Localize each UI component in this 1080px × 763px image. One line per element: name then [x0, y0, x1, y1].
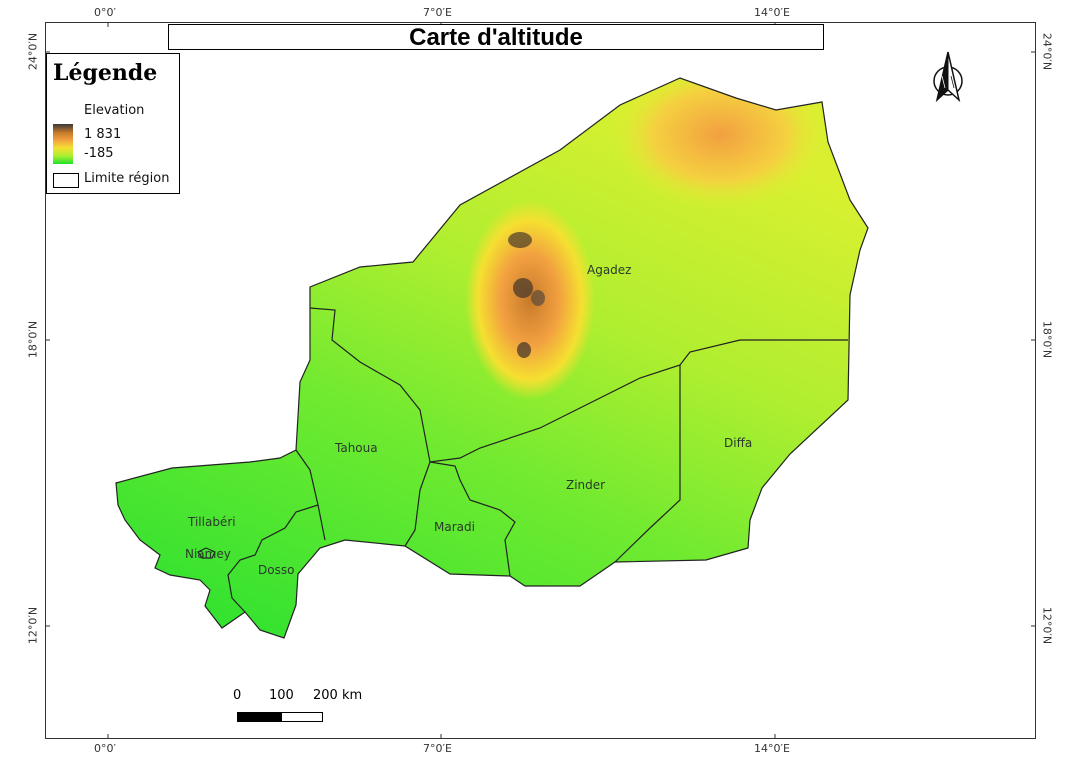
map-title: Carte d'altitude — [409, 24, 583, 51]
right-tick-2: 12°0′N — [1040, 606, 1054, 645]
right-tick-1: 18°0′N — [1040, 320, 1054, 359]
region-label-niamey: Niamey — [185, 547, 231, 561]
region-label-maradi: Maradi — [434, 520, 475, 534]
legend-color-ramp — [53, 124, 73, 164]
legend-max-value: 1 831 — [84, 127, 122, 142]
region-label-agadez: Agadez — [587, 263, 631, 277]
top-tick-1: 7°0′E — [423, 6, 452, 19]
scale-label-0: 0 — [233, 688, 242, 703]
left-tick-0: 24°0′N — [26, 32, 40, 71]
scale-label-200: 200 km — [313, 688, 363, 703]
bottom-tick-0: 0°0′ — [94, 742, 116, 755]
region-label-tahoua: Tahoua — [334, 441, 378, 455]
right-tick-0: 24°0′N — [1040, 32, 1054, 71]
scale-bar — [237, 712, 323, 722]
left-tick-1: 18°0′N — [26, 320, 40, 359]
region-labels: Agadez Tahoua Diffa Zinder Maradi Tillab… — [185, 263, 752, 577]
scale-label-100: 100 — [269, 688, 294, 703]
country-elevation-raster — [116, 78, 868, 638]
legend-elevation-title: Elevation — [84, 103, 145, 118]
bottom-tick-1: 7°0′E — [423, 742, 452, 755]
region-label-tillaberi: Tillabéri — [187, 515, 236, 529]
bottom-tick-2: 14°0′E — [754, 742, 790, 755]
left-tick-2: 12°0′N — [26, 606, 40, 645]
legend-region-label: Limite région — [84, 171, 170, 186]
legend-region-swatch — [53, 173, 79, 188]
map-title-box: Carte d'altitude — [168, 24, 824, 51]
region-label-diffa: Diffa — [724, 436, 752, 450]
legend: Légende Elevation 1 831 -185 Limite régi… — [46, 53, 180, 194]
scale-bar-segment — [238, 713, 282, 721]
legend-min-value: -185 — [84, 146, 114, 161]
region-label-zinder: Zinder — [566, 478, 605, 492]
top-tick-2: 14°0′E — [754, 6, 790, 19]
region-boundaries — [115, 77, 869, 639]
legend-heading: Légende — [53, 60, 158, 86]
north-arrow-icon — [933, 51, 963, 103]
top-tick-0: 0°0′ — [94, 6, 116, 19]
region-label-dosso: Dosso — [258, 563, 294, 577]
